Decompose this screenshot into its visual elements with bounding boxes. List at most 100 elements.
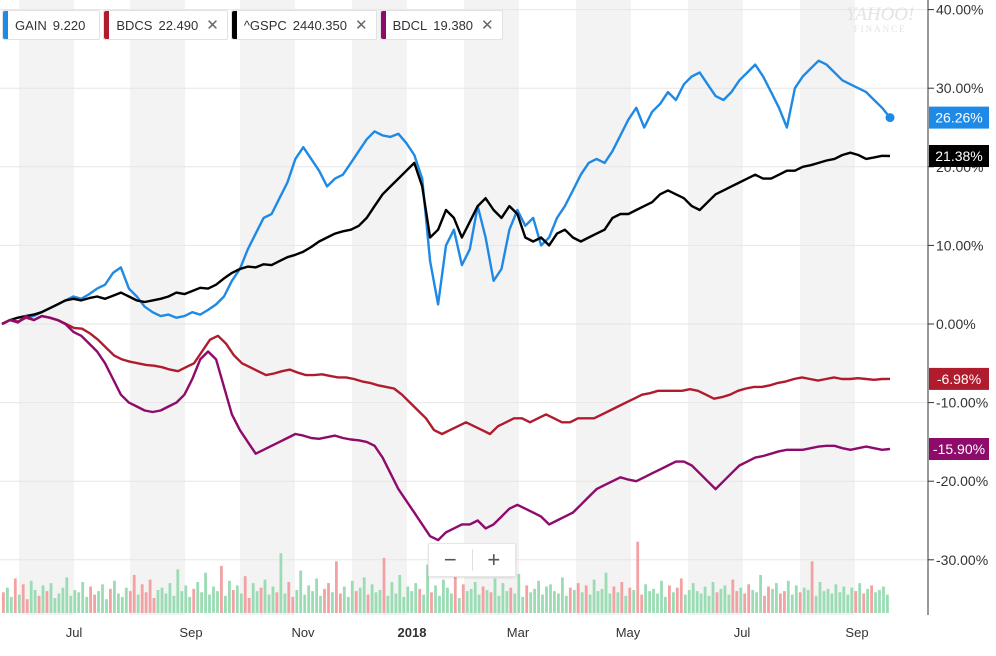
volume-bar	[497, 595, 501, 614]
volume-bar	[422, 594, 425, 613]
volume-bar	[830, 593, 834, 613]
volume-bar	[243, 576, 247, 613]
volume-bar	[632, 590, 636, 613]
x-tick-labels: Jul Sep Nov 2018 Mar May Jul Sep	[66, 625, 869, 640]
legend-chip-gain[interactable]: GAIN 9.220	[2, 10, 101, 40]
volume-bar	[350, 580, 354, 613]
volume-bar	[33, 590, 37, 613]
legend-symbol: ^GSPC	[243, 17, 287, 33]
y-tick-label: -30.00%	[936, 552, 988, 568]
series-line-bdcs	[1, 314, 891, 436]
volume-bar	[212, 586, 215, 613]
month-band	[576, 0, 631, 615]
month-band	[352, 0, 407, 615]
volume-bar	[568, 587, 572, 613]
volume-bar	[438, 595, 441, 614]
x-tick-label: Nov	[291, 625, 315, 640]
volume-bar	[783, 591, 786, 613]
x-tick-label: Sep	[179, 625, 202, 640]
volume-bar	[493, 578, 497, 613]
volume-bar	[874, 592, 877, 613]
volume-bar	[755, 592, 758, 613]
end-label-box	[929, 145, 989, 167]
volume-bar	[414, 583, 418, 613]
volume-bar	[628, 587, 632, 613]
volume-bar	[727, 594, 731, 613]
zoom-out-button[interactable]: −	[443, 547, 457, 572]
volume-bar	[117, 593, 120, 613]
volume-bar	[295, 590, 299, 613]
volume-bar	[446, 587, 449, 613]
volume-bar	[691, 583, 695, 613]
volume-bar	[386, 595, 390, 614]
gridlines	[0, 9, 934, 561]
legend-symbol: BDCL	[392, 17, 428, 33]
volume-bar	[346, 596, 350, 613]
volume-bar	[29, 580, 33, 613]
volume-bar	[335, 561, 338, 613]
volume-bar	[616, 592, 620, 613]
volume-bar	[172, 595, 176, 614]
volume-bar	[362, 577, 366, 613]
legend-symbol: BDCS	[116, 17, 153, 33]
volume-bar	[838, 592, 842, 613]
volume-bar	[366, 594, 370, 613]
volume-bar	[45, 591, 49, 613]
volume-bar	[723, 585, 727, 613]
volume-bar	[342, 586, 346, 613]
volume-bar	[735, 591, 739, 613]
volume-bar	[790, 594, 794, 613]
volume-bar	[826, 588, 830, 613]
volume-bar	[505, 591, 509, 613]
volume-bar	[711, 582, 715, 613]
volume-bar	[311, 591, 314, 613]
volume-bar	[683, 594, 687, 613]
volume-bar	[517, 573, 521, 613]
volume-bar	[771, 588, 774, 613]
close-icon[interactable]: ✕	[481, 16, 494, 34]
volume-bar	[152, 598, 156, 613]
volume-bar	[65, 577, 69, 613]
volume-bar	[489, 592, 493, 613]
volume-bar	[426, 564, 429, 613]
volume-bar	[656, 593, 659, 613]
legend-chip-gspc[interactable]: ^GSPC 2440.350 ✕	[230, 10, 377, 40]
volume-bar	[168, 583, 172, 613]
volume-bar	[49, 583, 53, 613]
volume-bar	[719, 588, 723, 613]
series-color-swatch	[231, 11, 237, 39]
volume-bar	[267, 594, 271, 613]
volume-bar	[751, 590, 755, 613]
volume-bar	[814, 595, 818, 614]
volume-bar	[180, 591, 184, 613]
volume-bar	[886, 594, 889, 613]
volume-bar	[283, 593, 287, 613]
volume-bar	[779, 593, 782, 613]
volume-bar	[450, 593, 453, 613]
y-tick-label: -10.00%	[936, 395, 988, 411]
volume-bar	[394, 593, 398, 613]
volume-bar	[132, 575, 136, 613]
x-tick-label: Mar	[507, 625, 530, 640]
volume-bar	[430, 592, 433, 613]
volume-bar	[521, 596, 525, 613]
y-tick-label: -20.00%	[936, 473, 988, 489]
volume-bar	[818, 582, 822, 613]
volume-bar	[307, 585, 311, 613]
series-line-bdcl	[1, 314, 891, 542]
zoom-in-button[interactable]: +	[487, 547, 501, 572]
close-icon[interactable]: ✕	[355, 16, 368, 34]
volume-bar	[858, 583, 862, 613]
volume-bar	[668, 585, 671, 613]
volume-bar	[228, 580, 231, 613]
y-tick-labels: 40.00%30.00%20.00%10.00%0.00%-10.00%-20.…	[936, 2, 988, 568]
close-icon[interactable]: ✕	[206, 16, 219, 34]
legend-chip-bdcs[interactable]: BDCS 22.490 ✕	[103, 10, 228, 40]
volume-bar	[374, 592, 378, 613]
end-label-box	[929, 438, 989, 460]
volume-bar	[339, 593, 342, 613]
volume-bar	[775, 583, 778, 613]
legend-chip-bdcl[interactable]: BDCL 19.380 ✕	[379, 10, 503, 40]
x-tick-label: May	[616, 625, 641, 640]
